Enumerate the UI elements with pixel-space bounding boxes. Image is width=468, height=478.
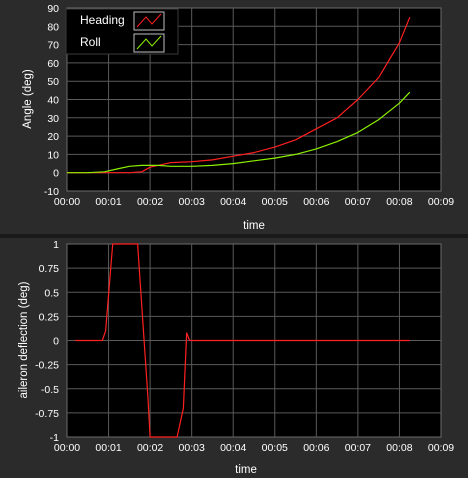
bot-y-tick-label: 0.25 bbox=[39, 311, 60, 323]
bot-x-tick-label: 00:04 bbox=[220, 442, 246, 454]
top-series-line-roll bbox=[67, 91, 411, 174]
top-x-axis-label: time bbox=[243, 220, 265, 232]
bot-y-tick-label: 0.75 bbox=[39, 263, 60, 275]
top-y-tick-label: 60 bbox=[47, 58, 59, 70]
legend-line-heading bbox=[136, 13, 162, 28]
top-tick-labels: 00:00 00:01 00:02 00:03 00:04 00:05 00:06 00:07… bbox=[44, 3, 454, 208]
top-y-tick-label: -10 bbox=[44, 186, 59, 198]
bot-x-tick-label: 00:07 bbox=[345, 442, 371, 454]
bottom-y-axis-label: aileron deflection (deg) bbox=[18, 281, 30, 398]
top-x-tick-label: 00:00 bbox=[54, 196, 80, 208]
bot-y-tick-label: 1 bbox=[53, 239, 59, 251]
top-y-tick-label: 90 bbox=[47, 3, 59, 15]
bottom-tick-labels: 00:00 00:01 00:02 00:03 00:04 00:05 00:06 00:07… bbox=[35, 239, 454, 454]
bot-x-tick-label: 00:02 bbox=[137, 442, 163, 454]
legend-line-roll bbox=[136, 35, 162, 50]
bottom-series-lines bbox=[75, 243, 410, 438]
bot-x-tick-label: 00:08 bbox=[386, 442, 412, 454]
top-x-tick-label: 00:07 bbox=[345, 196, 371, 208]
top-y-tick-label: 0 bbox=[53, 168, 59, 180]
top-x-tick-label: 00:05 bbox=[262, 196, 288, 208]
top-x-tick-label: 00:04 bbox=[220, 196, 246, 208]
bot-y-tick-label: -0.5 bbox=[41, 384, 59, 396]
top-x-tick-label: 00:09 bbox=[428, 196, 454, 208]
bot-y-tick-label: -1 bbox=[50, 432, 59, 444]
bottom-x-axis-label: time bbox=[235, 464, 257, 476]
top-y-tick-label: 50 bbox=[47, 76, 59, 88]
bot-x-tick-label: 00:09 bbox=[428, 442, 454, 454]
top-x-tick-label: 00:06 bbox=[303, 196, 329, 208]
bot-y-tick-label: -0.75 bbox=[35, 408, 59, 420]
top-x-tick-label: 00:08 bbox=[386, 196, 412, 208]
bot-y-tick-label: 0 bbox=[53, 336, 59, 348]
top-y-tick-label: 30 bbox=[47, 113, 59, 125]
bot-x-tick-label: 00:06 bbox=[303, 442, 329, 454]
top-y-tick-label: 10 bbox=[47, 149, 59, 161]
top-x-tick-label: 00:01 bbox=[95, 196, 121, 208]
top-series-line-heading bbox=[67, 16, 411, 174]
bot-x-tick-label: 00:05 bbox=[262, 442, 288, 454]
top-y-tick-label: 70 bbox=[47, 40, 59, 52]
top-x-tick-label: 00:02 bbox=[137, 196, 163, 208]
top-y-tick-label: 80 bbox=[47, 21, 59, 33]
top-y-tick-label: 40 bbox=[47, 95, 59, 107]
bot-y-tick-label: -0.25 bbox=[35, 360, 59, 372]
bot-x-tick-label: 00:03 bbox=[179, 442, 205, 454]
bot-x-tick-label: 00:00 bbox=[54, 442, 80, 454]
bot-series-line-aileron bbox=[75, 243, 410, 438]
legend-label-heading: Heading bbox=[80, 13, 125, 27]
legend: Heading Roll bbox=[65, 8, 179, 55]
panel-separator bbox=[0, 234, 468, 238]
top-x-tick-label: 00:03 bbox=[179, 196, 205, 208]
bot-x-tick-label: 00:01 bbox=[95, 442, 121, 454]
top-y-tick-label: 20 bbox=[47, 131, 59, 143]
top-series-lines bbox=[67, 16, 411, 174]
top-y-axis-label: Angle (deg) bbox=[22, 69, 34, 129]
legend-label-roll: Roll bbox=[80, 35, 101, 49]
bot-y-tick-label: 0.5 bbox=[44, 287, 59, 299]
